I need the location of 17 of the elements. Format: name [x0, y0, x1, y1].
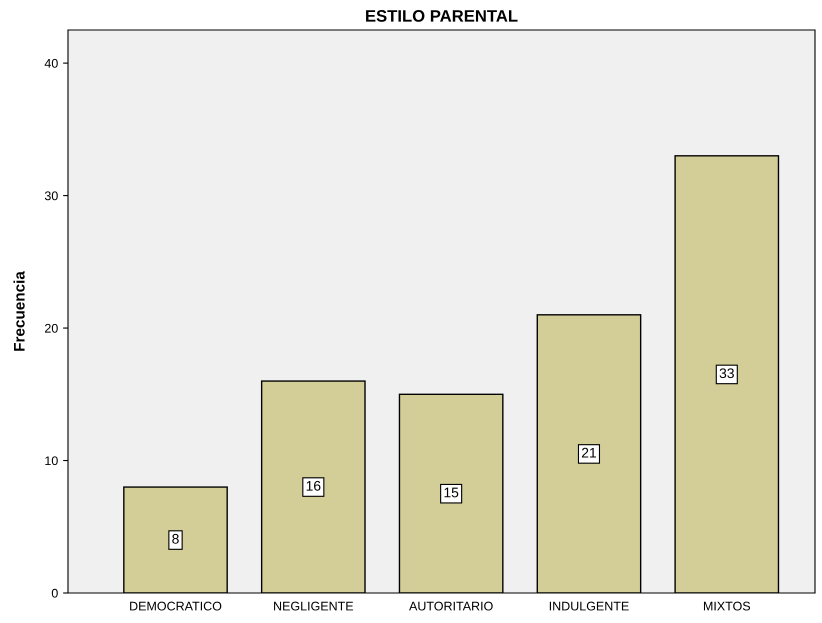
chart-title: ESTILO PARENTAL: [366, 10, 518, 22]
x-tick-label: MIXTOS: [704, 602, 750, 611]
data-label: 33: [720, 368, 734, 378]
x-tick-label: AUTORITARIO: [409, 602, 493, 611]
y-tick-label: 10: [45, 456, 58, 466]
data-label: 16: [306, 480, 320, 491]
data-label: 21: [582, 448, 596, 458]
data-label: 8: [172, 534, 179, 544]
y-axis-title: Frecuencia: [13, 271, 25, 351]
data-label: 15: [444, 488, 458, 498]
x-tick-label: INDULGENTE: [550, 602, 629, 611]
y-tick-label: 40: [44, 58, 58, 68]
x-tick-label: NEGLIGENTE: [274, 602, 354, 611]
x-tick-label: DEMOCRATICO: [130, 602, 222, 611]
y-tick-label: 0: [52, 588, 58, 598]
y-tick-label: 30: [44, 191, 58, 200]
y-tick-label: 20: [45, 324, 58, 333]
